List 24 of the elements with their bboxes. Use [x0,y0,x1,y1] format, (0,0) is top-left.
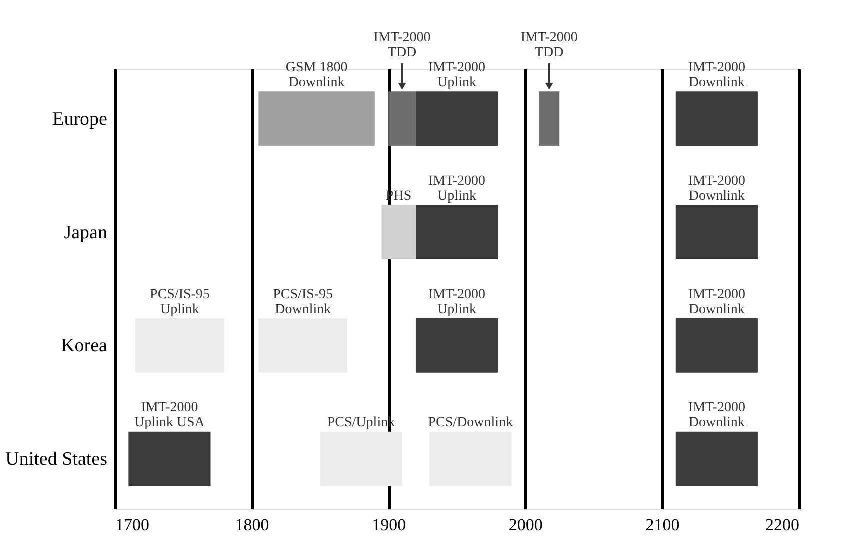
series-label: PCS/IS-95 Downlink [273,287,334,318]
series-label: PCS/IS-95 Uplink [150,287,210,318]
series-label: IMT-2000 Uplink USA [134,400,206,431]
text: IMT-2000 Downlink [688,400,746,431]
text: IMT-2000 Downlink [688,60,746,90]
x-tick-label: 1900 [372,516,406,534]
x-tick-label: 2100 [646,516,680,534]
text: IMT-2000 TDD [374,30,431,60]
y-tick-label: Japan [64,222,108,244]
y-tick-label: Europe [52,108,108,130]
text: IMT-2000 Uplink [428,60,486,90]
y-tick-label: United States [6,449,108,470]
series-label: PCS/Downlink [428,416,514,431]
text: IMT-2000 Downlink [688,287,746,318]
series-label: GSM 1800 Downlink [286,60,348,90]
x-tick-label: 1700 [116,516,150,534]
x-tick-label: 2200 [766,516,800,534]
series-label: IMT-2000 Uplink [428,174,486,204]
text: IMT-2000 TDD [520,30,578,60]
x-tick-label: 1800 [235,516,270,534]
x-tick-label: 2000 [508,516,543,534]
y-tick-label: Korea [61,336,108,357]
text: IMT-2000 Uplink [428,287,486,318]
series-label: IMT-2000 Downlink [688,174,746,204]
